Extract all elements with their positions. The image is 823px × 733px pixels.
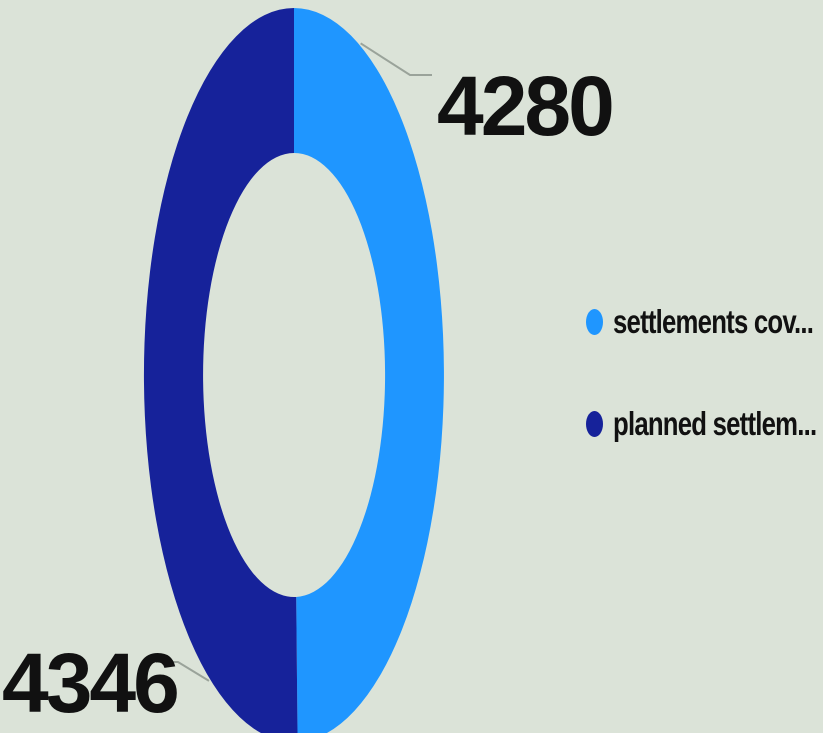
chart-legend: settlements cov... planned settlem... bbox=[586, 300, 821, 504]
leader-line-planned-settlements bbox=[156, 661, 210, 682]
legend-item-settlements-covered[interactable]: settlements cov... bbox=[586, 300, 821, 344]
donut-slice-settlements-covered[interactable] bbox=[294, 8, 444, 733]
leader-lines bbox=[156, 42, 432, 682]
legend-marker-icon bbox=[586, 309, 603, 335]
legend-marker-icon bbox=[586, 411, 603, 437]
legend-label: planned settlem... bbox=[613, 405, 817, 442]
donut-slices bbox=[143, 8, 444, 733]
leader-line-settlements-covered bbox=[360, 42, 432, 76]
data-label-planned-settlements: 4346 bbox=[2, 636, 177, 730]
legend-label: settlements cov... bbox=[613, 303, 814, 340]
data-label-settlements-covered: 4280 bbox=[437, 59, 612, 153]
donut-slice-planned-settlements[interactable] bbox=[143, 8, 298, 733]
legend-item-planned-settlements[interactable]: planned settlem... bbox=[586, 402, 821, 446]
